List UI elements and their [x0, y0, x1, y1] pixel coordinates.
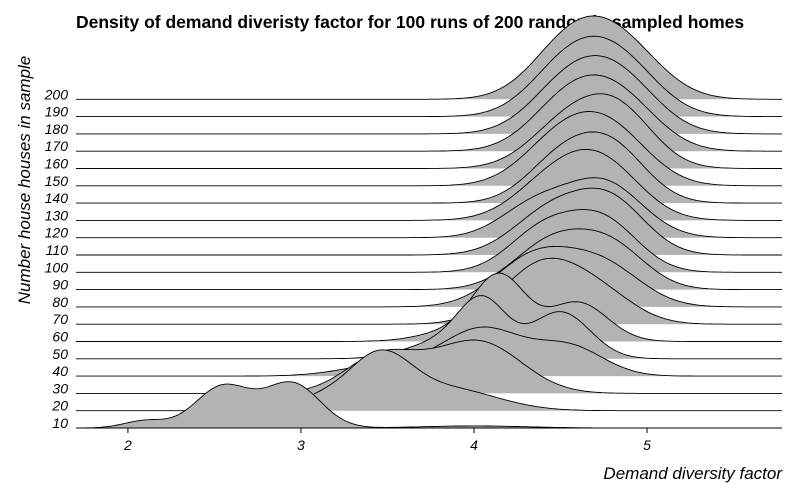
- ridge-line-50: [76, 295, 782, 360]
- ridge-line-70: [76, 257, 782, 325]
- y-tick-label-140: 140: [45, 190, 69, 206]
- y-tick-label-120: 120: [45, 225, 69, 241]
- ridge-fill-70: [76, 258, 782, 325]
- ridge-line-150: [76, 111, 782, 187]
- y-tick-label-130: 130: [45, 207, 69, 223]
- ridge-line-110: [76, 187, 782, 256]
- y-tick-label-170: 170: [45, 138, 69, 154]
- chart-title: Density of demand diveristy factor for 1…: [76, 12, 744, 32]
- x-axis-title: Demand diversity factor: [603, 464, 783, 483]
- y-tick-label-30: 30: [52, 380, 68, 396]
- x-tick-label-5: 5: [643, 437, 651, 453]
- ridge-fill-190: [76, 36, 782, 117]
- ridge-line-170: [76, 74, 782, 152]
- ridge-line-160: [76, 93, 782, 169]
- x-ticks: 2 3 4 5: [123, 428, 651, 453]
- ridge-line-180: [76, 55, 782, 135]
- y-tick-label-190: 190: [45, 104, 69, 120]
- y-tick-label-100: 100: [45, 259, 69, 275]
- ridge-fill-10: [76, 381, 782, 428]
- x-tick-label-4: 4: [470, 437, 478, 453]
- ridge-line-60: [76, 272, 782, 342]
- ridge-fill-80: [76, 246, 782, 307]
- ridge-fill-60: [76, 273, 782, 342]
- ridge-line-200: [76, 15, 782, 100]
- y-tick-label-10: 10: [52, 415, 68, 431]
- y-tick-label-20: 20: [51, 398, 68, 414]
- ridge-line-90: [76, 228, 782, 291]
- y-tick-label-110: 110: [46, 242, 69, 258]
- ridge-line-140: [76, 131, 782, 204]
- y-tick-label-90: 90: [52, 277, 68, 293]
- ridge-fill-20: [76, 349, 782, 411]
- ridge-fill-50: [76, 295, 782, 359]
- y-tick-label-80: 80: [52, 294, 68, 310]
- ridge-line-30: [76, 339, 782, 394]
- x-tick-label-3: 3: [297, 437, 305, 453]
- y-tick-label-40: 40: [52, 363, 68, 379]
- ridge-line-130: [76, 148, 782, 221]
- y-axis-title: Number house houses in sample: [15, 56, 34, 305]
- ridge-line-80: [76, 245, 782, 308]
- ridge-line-190: [76, 35, 782, 118]
- ridge-fill-30: [76, 340, 782, 394]
- y-tick-label-50: 50: [52, 346, 68, 362]
- y-tick-label-60: 60: [52, 329, 68, 345]
- y-tick-label-70: 70: [52, 311, 68, 327]
- x-tick-label-2: 2: [123, 437, 132, 453]
- ridge-line-100: [76, 209, 782, 273]
- y-tick-label-160: 160: [45, 156, 69, 172]
- y-tick-label-180: 180: [45, 121, 69, 137]
- y-tick-label-200: 200: [44, 86, 69, 102]
- ridge-line-120: [76, 177, 782, 239]
- y-tick-label-150: 150: [45, 173, 69, 189]
- ridges-layer: [76, 15, 782, 429]
